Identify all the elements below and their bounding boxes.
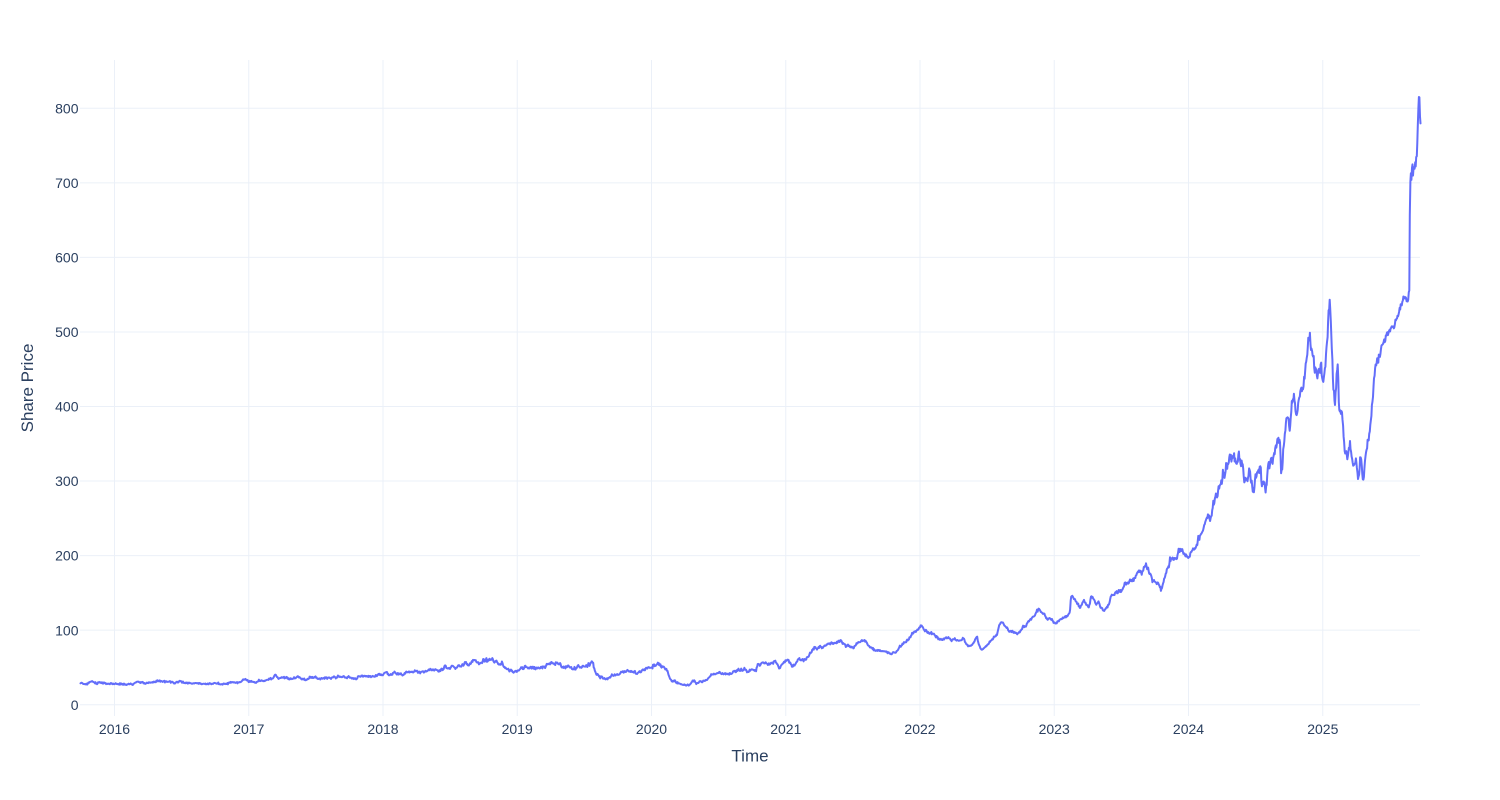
svg-text:2023: 2023: [1039, 721, 1070, 737]
svg-text:0: 0: [71, 697, 79, 713]
svg-text:700: 700: [55, 175, 79, 191]
svg-text:800: 800: [55, 100, 79, 116]
svg-text:2018: 2018: [367, 721, 398, 737]
svg-text:2016: 2016: [99, 721, 130, 737]
svg-text:200: 200: [55, 548, 79, 564]
svg-text:2021: 2021: [770, 721, 801, 737]
svg-text:2022: 2022: [904, 721, 935, 737]
svg-text:2019: 2019: [502, 721, 533, 737]
svg-text:2017: 2017: [233, 721, 264, 737]
svg-text:Time: Time: [731, 747, 768, 766]
svg-text:400: 400: [55, 399, 79, 415]
svg-text:100: 100: [55, 622, 79, 638]
svg-text:Share Price: Share Price: [18, 344, 37, 433]
svg-text:600: 600: [55, 250, 79, 266]
svg-text:500: 500: [55, 324, 79, 340]
svg-text:2025: 2025: [1307, 721, 1338, 737]
svg-text:2020: 2020: [636, 721, 667, 737]
svg-text:300: 300: [55, 473, 79, 489]
svg-text:2024: 2024: [1173, 721, 1204, 737]
